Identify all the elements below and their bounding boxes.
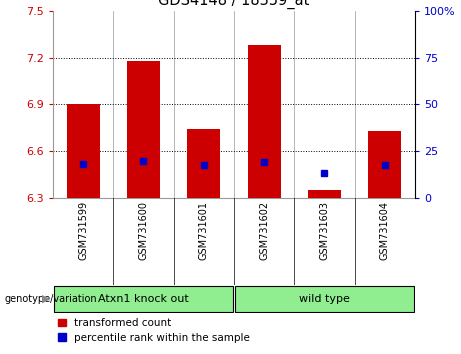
FancyBboxPatch shape bbox=[235, 286, 414, 312]
Bar bbox=[368, 131, 402, 198]
Text: GSM731600: GSM731600 bbox=[138, 201, 148, 260]
Bar bbox=[66, 104, 100, 198]
Bar bbox=[308, 190, 341, 198]
Text: ▶: ▶ bbox=[42, 294, 51, 304]
Text: Atxn1 knock out: Atxn1 knock out bbox=[98, 294, 189, 304]
Title: GDS4148 / 18359_at: GDS4148 / 18359_at bbox=[158, 0, 310, 9]
Bar bbox=[127, 61, 160, 198]
Text: genotype/variation: genotype/variation bbox=[5, 294, 97, 304]
Bar bbox=[187, 130, 220, 198]
Text: GSM731602: GSM731602 bbox=[259, 201, 269, 260]
Text: GSM731599: GSM731599 bbox=[78, 201, 88, 260]
Legend: transformed count, percentile rank within the sample: transformed count, percentile rank withi… bbox=[58, 319, 250, 343]
Text: GSM731601: GSM731601 bbox=[199, 201, 209, 260]
Text: GSM731603: GSM731603 bbox=[319, 201, 330, 260]
Text: wild type: wild type bbox=[299, 294, 350, 304]
Text: GSM731604: GSM731604 bbox=[380, 201, 390, 260]
Bar bbox=[248, 45, 281, 198]
FancyBboxPatch shape bbox=[53, 286, 233, 312]
